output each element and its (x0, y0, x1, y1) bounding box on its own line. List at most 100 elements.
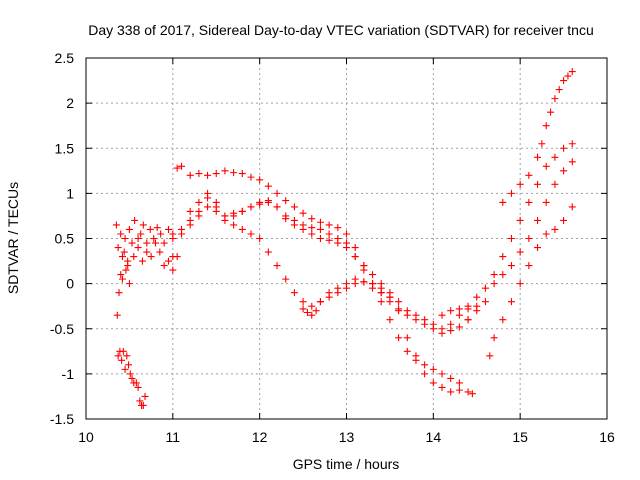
data-point (447, 320, 455, 328)
data-point (195, 212, 203, 220)
data-point (118, 253, 126, 261)
series-high-arc-to-late-min (173, 162, 476, 398)
data-point (447, 327, 455, 335)
data-point (230, 212, 238, 220)
data-point (308, 215, 316, 223)
y-tick-label: -1 (62, 366, 75, 382)
data-point (117, 271, 125, 279)
data-point (568, 68, 576, 76)
data-point (247, 203, 255, 211)
series-early-negative-cluster (114, 347, 149, 409)
data-point (164, 225, 172, 233)
data-point (264, 197, 272, 205)
data-point (303, 309, 311, 317)
data-point (334, 284, 342, 292)
data-point (386, 316, 394, 324)
data-point (455, 305, 463, 313)
data-point (516, 180, 524, 188)
data-point (568, 140, 576, 148)
data-point (525, 235, 533, 242)
data-point (126, 370, 134, 378)
data-point (438, 370, 446, 378)
x-tick-label: 14 (426, 429, 442, 445)
data-point (273, 262, 281, 270)
data-point (264, 182, 272, 190)
data-point (290, 221, 298, 229)
data-point (290, 203, 298, 211)
data-point (264, 248, 272, 256)
data-point (143, 239, 151, 247)
data-point (130, 253, 138, 261)
y-tick-label: -0.5 (50, 321, 74, 337)
data-point (468, 390, 476, 398)
data-point (369, 284, 377, 292)
data-point (124, 257, 132, 265)
data-point (377, 280, 385, 288)
data-point (282, 215, 290, 223)
data-point (186, 207, 194, 215)
data-point (455, 323, 463, 331)
axis-ticks: 10 11 12 13 14 15 16 -1.5 -1 -0.5 0 0.5 1 1.5 2 2.5 (50, 50, 615, 445)
data-point (273, 203, 281, 211)
data-point (538, 140, 546, 148)
data-point (568, 158, 576, 166)
data-point (555, 86, 563, 94)
data-point (212, 203, 220, 211)
data-point (403, 307, 411, 315)
data-point (186, 171, 194, 179)
data-point (147, 253, 155, 261)
data-point (118, 356, 126, 364)
series-late-rise-c (486, 203, 576, 360)
data-point (247, 173, 255, 181)
data-point (542, 198, 550, 206)
data-point (122, 266, 130, 274)
data-point (299, 209, 307, 217)
data-point (542, 122, 550, 130)
data-point (403, 347, 411, 355)
data-point (490, 280, 498, 288)
data-point (238, 225, 246, 233)
data-point (481, 284, 489, 292)
data-point (455, 311, 463, 319)
data-point (325, 289, 333, 297)
data-point (507, 262, 515, 270)
data-point (204, 171, 212, 179)
data-point (507, 235, 515, 242)
data-point (169, 266, 177, 274)
data-point (299, 305, 307, 313)
data-point (516, 216, 524, 224)
y-tick-label: 2.5 (55, 50, 75, 66)
data-point (143, 248, 151, 256)
grid-lines (86, 58, 607, 419)
data-point (507, 298, 515, 306)
x-tick-label: 15 (512, 429, 528, 445)
data-point (551, 180, 559, 188)
data-point (169, 230, 177, 238)
series-mid-arc-b (169, 194, 463, 387)
data-point (464, 388, 472, 396)
data-point (238, 207, 246, 215)
data-point (118, 275, 126, 283)
data-point (150, 235, 158, 242)
data-point (316, 218, 324, 226)
data-point (221, 216, 229, 224)
data-point (299, 298, 307, 306)
data-point (316, 225, 324, 233)
data-point (325, 236, 333, 244)
data-point (120, 248, 128, 256)
data-point (438, 311, 446, 319)
data-point (343, 244, 350, 252)
data-point (534, 153, 542, 161)
data-point (455, 379, 463, 387)
data-point (551, 225, 559, 233)
y-tick-label: 0 (66, 276, 74, 292)
data-point (560, 144, 568, 152)
data-point (139, 401, 147, 409)
data-point (247, 230, 255, 238)
x-tick-label: 10 (78, 429, 94, 445)
data-point (121, 235, 129, 242)
y-axis-title: SDTVAR / TECUs (5, 182, 21, 294)
data-point (464, 302, 472, 310)
data-point (134, 383, 142, 391)
x-tick-label: 12 (252, 429, 268, 445)
